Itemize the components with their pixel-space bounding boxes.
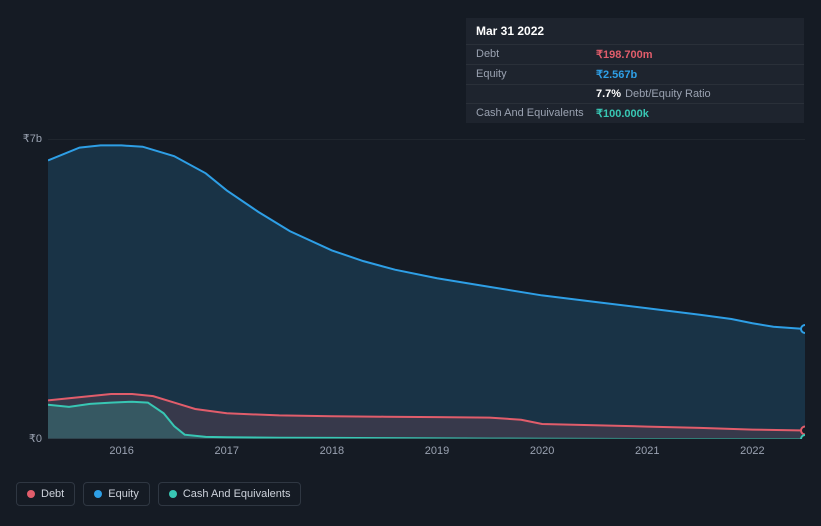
cash-end-marker — [801, 435, 805, 439]
tooltip-extra: Debt/Equity Ratio — [625, 88, 711, 100]
x-axis-label: 2017 — [214, 445, 238, 457]
x-axis-label: 2019 — [425, 445, 449, 457]
tooltip-value: ₹100.000k — [596, 107, 649, 120]
tooltip-value: ₹198.700m — [596, 48, 653, 61]
x-axis-label: 2018 — [320, 445, 344, 457]
x-axis-label: 2021 — [635, 445, 659, 457]
legend-dot-icon — [94, 490, 102, 498]
chart-area: ₹7b ₹0 2016 2017 2018 2019 2020 2021 2022 — [16, 125, 805, 465]
legend-dot-icon — [27, 490, 35, 498]
tooltip-label: Debt — [476, 48, 596, 61]
tooltip-value: 7.7% — [596, 88, 621, 100]
legend-item-cash-and-equivalents[interactable]: Cash And Equivalents — [158, 482, 302, 506]
tooltip-row: Debt₹198.700m — [466, 44, 804, 64]
legend-label: Cash And Equivalents — [183, 488, 291, 500]
legend-item-equity[interactable]: Equity — [83, 482, 150, 506]
chart-tooltip: Mar 31 2022 Debt₹198.700mEquity₹2.567b7.… — [466, 18, 804, 123]
tooltip-label — [476, 88, 596, 100]
tooltip-value: ₹2.567b — [596, 68, 637, 81]
legend-item-debt[interactable]: Debt — [16, 482, 75, 506]
equity-area — [48, 145, 805, 439]
x-axis-label: 2020 — [530, 445, 554, 457]
x-axis-label: 2016 — [109, 445, 133, 457]
chart-plot — [48, 139, 805, 439]
legend-label: Debt — [41, 488, 64, 500]
legend-label: Equity — [108, 488, 139, 500]
chart-legend: Debt Equity Cash And Equivalents — [16, 482, 301, 506]
tooltip-row: Equity₹2.567b — [466, 64, 804, 84]
tooltip-row: Cash And Equivalents₹100.000k — [466, 103, 804, 123]
tooltip-label: Cash And Equivalents — [476, 107, 596, 120]
y-axis-label: ₹7b — [16, 132, 42, 145]
legend-dot-icon — [169, 490, 177, 498]
tooltip-date: Mar 31 2022 — [466, 18, 804, 44]
x-axis-label: 2022 — [740, 445, 764, 457]
equity-end-marker — [801, 325, 805, 333]
y-axis-label: ₹0 — [16, 432, 42, 445]
tooltip-label: Equity — [476, 68, 596, 81]
debt-end-marker — [801, 426, 805, 434]
tooltip-row: 7.7% Debt/Equity Ratio — [466, 84, 804, 103]
